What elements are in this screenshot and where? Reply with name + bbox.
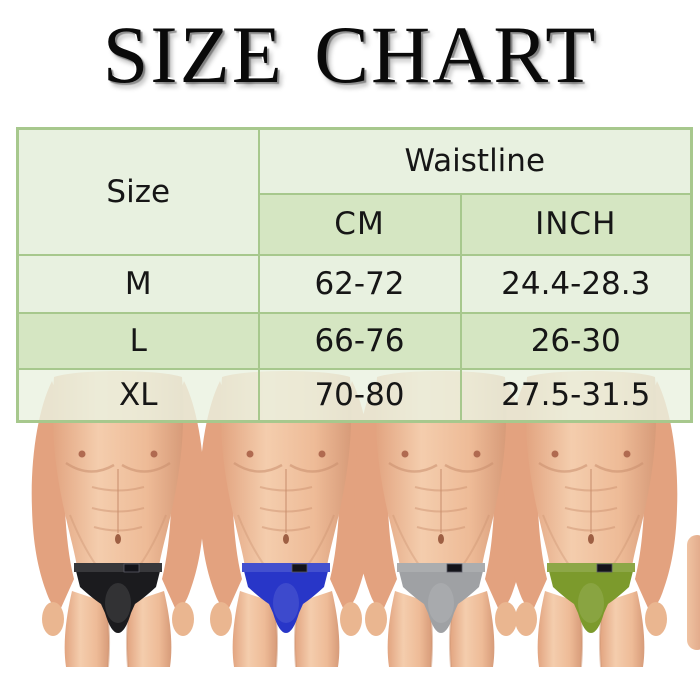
nipple — [623, 450, 631, 458]
nipple — [551, 450, 559, 458]
right-leg — [295, 591, 340, 667]
row-xl-size: XL — [16, 367, 260, 423]
nipple — [401, 450, 409, 458]
waistband — [397, 563, 485, 572]
left-leg — [232, 591, 277, 667]
pec-shade — [388, 461, 438, 473]
oblique-shade — [612, 514, 640, 566]
briefs-highlight — [273, 583, 299, 623]
ab-crease — [91, 507, 145, 513]
ab-crease — [414, 486, 468, 492]
navel — [283, 534, 289, 544]
navel — [588, 534, 594, 544]
right-leg — [600, 591, 645, 667]
ab-crease — [416, 526, 466, 532]
nipple — [246, 450, 254, 458]
row-xl-cm: 70-80 — [257, 367, 462, 423]
header-cm: CM — [257, 192, 462, 256]
waistband-sheen — [242, 563, 330, 572]
row-l-cm: 66-76 — [257, 311, 462, 370]
ab-crease — [259, 486, 313, 492]
table-row-xl: XL 70-80 27.5-31.5 — [16, 367, 693, 423]
left-hand — [515, 602, 537, 636]
waistband-sheen — [397, 563, 485, 572]
oblique-shade — [69, 514, 97, 566]
ab-crease — [93, 526, 143, 532]
right-leg — [127, 591, 172, 667]
left-hand — [365, 602, 387, 636]
pec-shade — [594, 461, 644, 473]
oblique-shade — [542, 514, 570, 566]
left-hand — [42, 602, 64, 636]
pec-shade — [538, 461, 588, 473]
pec-shade — [289, 461, 339, 473]
ab-crease — [566, 526, 616, 532]
waistband — [547, 563, 635, 572]
oblique-shade — [237, 514, 265, 566]
right-leg — [450, 591, 495, 667]
nipple — [78, 450, 86, 458]
nipple — [150, 450, 158, 458]
header-inch: INCH — [459, 192, 693, 256]
waistband — [74, 563, 162, 572]
pec-shade — [121, 461, 171, 473]
waistband — [242, 563, 330, 572]
briefs — [397, 563, 485, 633]
left-leg — [537, 591, 582, 667]
page-title: SIZE CHART — [102, 9, 598, 100]
table-row-m: M 62-72 24.4-28.3 — [16, 253, 693, 314]
nipple — [473, 450, 481, 458]
right-hand — [645, 602, 667, 636]
right-hand — [172, 602, 194, 636]
right-hand — [340, 602, 362, 636]
brand-label-icon — [596, 563, 613, 573]
ab-crease — [261, 526, 311, 532]
left-leg — [64, 591, 109, 667]
navel — [115, 534, 121, 544]
brand-label-icon — [446, 563, 463, 573]
row-l-size: L — [16, 311, 260, 370]
right-hand — [495, 602, 517, 636]
brand-label-icon — [123, 563, 140, 573]
ab-crease — [91, 486, 145, 492]
brand-label-icon — [291, 563, 308, 573]
pec-shade — [65, 461, 115, 473]
row-xl-inch: 27.5-31.5 — [459, 367, 693, 423]
ab-crease — [564, 486, 618, 492]
left-hand — [210, 602, 232, 636]
oblique-shade — [307, 514, 335, 566]
table-row-l: L 66-76 26-30 — [16, 311, 693, 370]
briefs — [547, 563, 635, 633]
briefs-highlight — [578, 583, 604, 623]
navel — [438, 534, 444, 544]
briefs-highlight — [428, 583, 454, 623]
row-m-size: M — [16, 253, 260, 314]
row-m-inch: 24.4-28.3 — [459, 253, 693, 314]
ab-crease — [564, 507, 618, 513]
waistband-sheen — [547, 563, 635, 572]
oblique-shade — [139, 514, 167, 566]
oblique-shade — [462, 514, 490, 566]
left-leg — [387, 591, 432, 667]
waistband-sheen — [74, 563, 162, 572]
header-waistline: Waistline — [257, 127, 693, 195]
briefs-highlight — [105, 583, 131, 623]
nipple — [318, 450, 326, 458]
pec-shade — [233, 461, 283, 473]
row-l-inch: 26-30 — [459, 311, 693, 370]
ab-crease — [259, 507, 313, 513]
partial-arm-edge — [687, 535, 700, 650]
ab-crease — [414, 507, 468, 513]
pec-shade — [444, 461, 494, 473]
briefs — [74, 563, 162, 633]
row-m-cm: 62-72 — [257, 253, 462, 314]
size-chart-table: Size Waistline CM INCH M 62-72 24.4-28.3… — [16, 127, 693, 423]
oblique-shade — [392, 514, 420, 566]
header-size: Size — [16, 127, 260, 256]
briefs — [242, 563, 330, 633]
